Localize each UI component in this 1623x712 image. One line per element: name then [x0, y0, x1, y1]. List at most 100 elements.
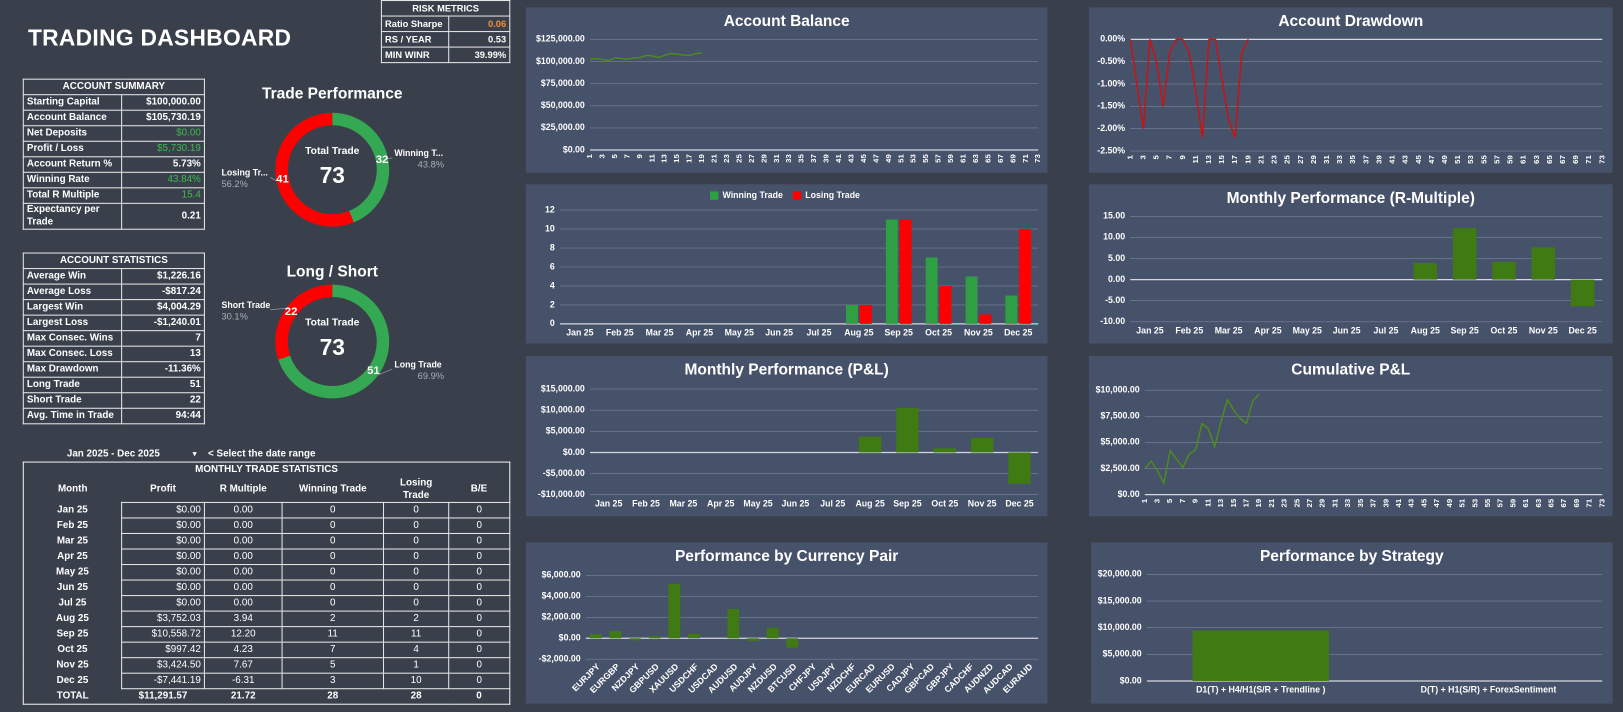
- x-tick-label: 63: [1534, 498, 1543, 507]
- cell-value: -6.31: [203, 672, 283, 690]
- x-tick-label: Jun 25: [765, 328, 793, 338]
- cell-value: 0: [382, 548, 450, 566]
- y-tick-label: -5.00: [1105, 295, 1125, 305]
- x-tick-label: 17: [685, 154, 694, 163]
- x-tick-label: Aug 25: [844, 328, 873, 338]
- bar: [896, 407, 919, 453]
- y-tick-label: -$2,000.00: [539, 654, 581, 664]
- x-tick-label: 55: [921, 154, 930, 163]
- chart-title: Trade Performance: [262, 85, 403, 102]
- cell-value: 0.00: [203, 595, 283, 612]
- table-row: MIN WINR 39.99%: [380, 46, 511, 64]
- row-label: Max Drawdown: [22, 361, 123, 378]
- row-label: Jul 25: [58, 597, 87, 609]
- x-tick-label: 31: [1330, 498, 1339, 507]
- chart-panel: [525, 542, 1048, 704]
- x-tick-label: 71: [1021, 154, 1030, 163]
- total-cell: 21.72: [230, 690, 256, 702]
- table-row: Profit / Loss $5,730.19: [22, 140, 205, 158]
- bar: [727, 608, 740, 639]
- total-cell: 28: [410, 690, 422, 702]
- legend-swatch: [792, 191, 802, 200]
- x-tick-label: Jan 25: [566, 328, 593, 338]
- cell-value: $0.00: [121, 532, 205, 550]
- bar: [939, 285, 952, 324]
- cell-value: 0: [382, 564, 450, 581]
- column-header: R Multiple: [219, 483, 267, 495]
- x-tick-label: 7: [1178, 499, 1187, 503]
- cell-value: 0: [448, 517, 511, 534]
- slice-name: Long Trade: [394, 359, 441, 369]
- y-tick-label: 0.00: [1108, 274, 1125, 284]
- data-table: ACCOUNT STATISTICS Average Win $1,226.16 Av…: [22, 252, 205, 425]
- legend-label: Winning Trade: [722, 190, 783, 200]
- x-tick-label: D1(T) + H4/H1(S/R + Trendline ): [1196, 685, 1325, 695]
- table-row: Sep 25 $10,558.72 12.20 11 11 0: [23, 626, 511, 643]
- x-tick-label: 39: [1374, 155, 1383, 164]
- slice-name: Short Trade: [222, 300, 271, 310]
- x-tick-label: Apr 25: [707, 498, 734, 508]
- cell-value: 11: [281, 626, 385, 643]
- bar: [925, 257, 938, 324]
- x-tick-label: 23: [1270, 155, 1279, 164]
- x-tick-label: Jul 25: [1374, 325, 1399, 335]
- cell-value: $3,752.03: [121, 610, 205, 628]
- y-tick-label: 12: [545, 204, 555, 214]
- donut-total: 73: [320, 334, 345, 360]
- y-tick-label: 0.00%: [1100, 34, 1125, 44]
- x-tick-label: Jan 25: [1136, 325, 1163, 335]
- x-tick-label: 39: [1381, 498, 1390, 507]
- donut-slice: [275, 112, 354, 227]
- x-tick-label: 69: [1571, 155, 1580, 164]
- x-tick-label: 51: [896, 154, 905, 163]
- cell-value: 22: [121, 392, 205, 409]
- y-tick-label: $10,000.00: [1098, 622, 1142, 632]
- total-cell: 0: [476, 690, 482, 702]
- y-tick-label: $125,000.00: [536, 34, 585, 44]
- x-tick-label: 73: [1597, 155, 1606, 164]
- slice-value-label: 32: [376, 154, 389, 166]
- column-header: Winning Trade: [298, 483, 367, 495]
- column-header: B/E: [470, 483, 488, 495]
- cell-value: 7: [281, 641, 385, 659]
- bar: [899, 219, 912, 324]
- x-tick-label: 41: [1394, 498, 1403, 507]
- y-tick-label: $50,000.00: [541, 100, 585, 110]
- cell-value: 0.53: [448, 31, 511, 48]
- cell-value: 39.99%: [448, 46, 511, 64]
- cell-value: $0.00: [121, 125, 205, 142]
- cell-value: 0.06: [448, 15, 511, 33]
- chart: Performance by Currency Pair -$2,000.00 $0…: [525, 542, 1048, 704]
- donut-center-label: Total Trade: [305, 146, 360, 157]
- x-tick-label: 55: [1483, 498, 1492, 507]
- cell-value: 0: [448, 548, 511, 566]
- date-range-dropdown[interactable]: Jan 2025 - Dec 2025: [66, 448, 160, 460]
- x-tick-label: 13: [1204, 155, 1213, 164]
- dropdown-arrow[interactable]: ▾: [192, 449, 197, 459]
- x-tick-label: 7: [622, 154, 631, 158]
- bar: [846, 304, 858, 324]
- table-row: Mar 25 $0.00 0.00 0 0 0: [23, 532, 511, 550]
- y-tick-label: -1.50%: [1097, 101, 1125, 111]
- cell-value: 0.00: [203, 564, 283, 581]
- x-tick-label: 33: [1343, 498, 1352, 507]
- table-title-row: MONTHLY TRADE STATISTICS: [23, 462, 509, 477]
- x-tick-label: 65: [1545, 155, 1554, 164]
- table-title: ACCOUNT SUMMARY: [22, 78, 205, 96]
- row-label: Net Deposits: [22, 125, 123, 142]
- cell-value: -$7,441.19: [121, 672, 205, 690]
- x-tick-label: 57: [934, 154, 943, 163]
- table-title: MONTHLY TRADE STATISTICS: [195, 463, 338, 476]
- table-row: RS / YEAR 0.53: [380, 31, 511, 48]
- cell-value: $4,004.29: [121, 299, 205, 316]
- chart-title: Cumulative P&L: [1291, 362, 1410, 379]
- bar: [589, 634, 602, 639]
- x-tick-label: Sep 25: [893, 498, 921, 508]
- slice-percent: 56.2%: [222, 179, 248, 189]
- cell-value: 94:44: [121, 407, 205, 425]
- chart-title: Performance by Currency Pair: [675, 548, 898, 565]
- row-label: Avg. Time in Trade: [22, 407, 123, 425]
- x-tick-label: 53: [1470, 498, 1479, 507]
- x-tick-label: Mar 25: [669, 498, 697, 508]
